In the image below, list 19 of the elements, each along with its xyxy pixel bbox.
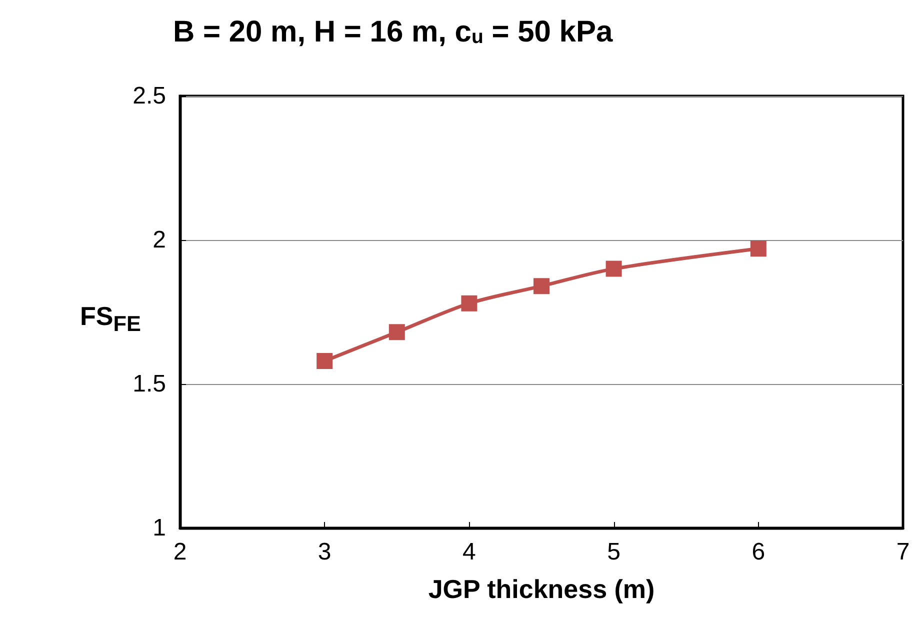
x-tick-label: 2 xyxy=(173,538,187,566)
x-tick-label: 7 xyxy=(896,538,910,566)
x-axis-title: JGP thickness (m) xyxy=(428,574,655,604)
y-tick-label: 2.5 xyxy=(132,82,166,110)
y-tick-label: 1.5 xyxy=(132,370,166,398)
point xyxy=(316,352,333,369)
point xyxy=(534,278,550,294)
x-tick-label: 4 xyxy=(462,538,476,566)
y-axis-title: FS$_{FE}$ xyxy=(80,301,141,338)
x-tick-label: 5 xyxy=(607,538,620,566)
point xyxy=(750,240,766,257)
x-tick-label: 6 xyxy=(752,538,766,566)
point xyxy=(461,295,478,312)
chart-title: B = 20 m, H = 16 m, cu = 50 kPa xyxy=(173,16,613,48)
y-tick-label: 2 xyxy=(152,226,166,254)
y-tick-label: 1 xyxy=(152,514,166,542)
x-tick-label: 3 xyxy=(318,538,332,566)
point xyxy=(606,260,622,277)
point xyxy=(388,324,405,340)
